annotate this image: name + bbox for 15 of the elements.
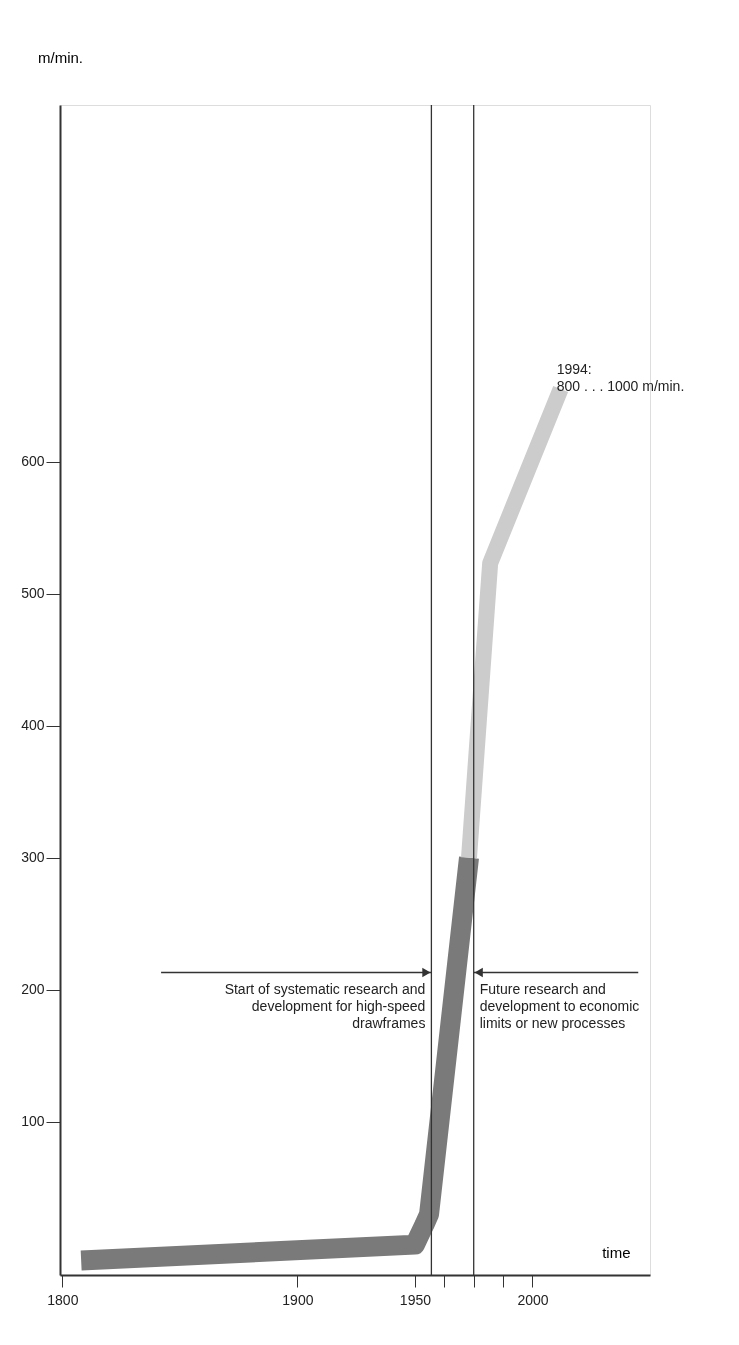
y-tick-label: 600 (21, 453, 45, 470)
x-axis-title: time (602, 1243, 631, 1261)
x-tick-label: 1950 (399, 1291, 432, 1308)
x-tick-label: 2000 (517, 1291, 549, 1308)
x-tick-label: 1900 (282, 1291, 314, 1308)
annotation: 1994: 800 . . . 1000 m/min. (556, 360, 685, 394)
annotation: Start of systematic research and development for high-speed drawframes (224, 980, 426, 1031)
y-tick-label: 100 (21, 1113, 45, 1130)
y-tick-label: 300 (21, 849, 45, 866)
y-tick-label: 500 (21, 585, 45, 602)
y-axis-title: m/min. (38, 48, 83, 66)
y-tick-label: 200 (21, 981, 45, 998)
x-tick-label: 1800 (47, 1291, 79, 1308)
annotation: Future research and development to economic limits or new processes (479, 980, 640, 1031)
y-tick-label: 400 (21, 717, 45, 734)
